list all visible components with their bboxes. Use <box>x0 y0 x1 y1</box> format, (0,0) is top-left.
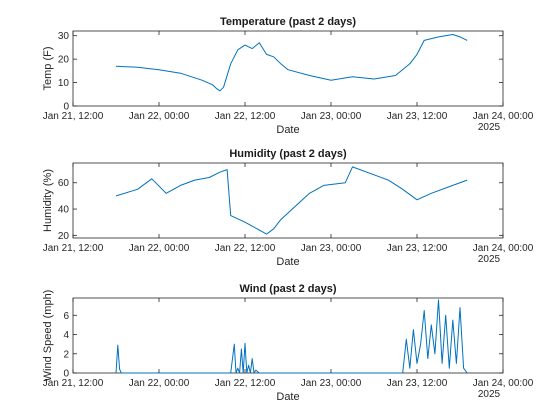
x-secondary-label: 2025 <box>478 122 501 133</box>
chart-title: Temperature (past 2 days) <box>220 16 356 28</box>
y-tick-label: 60 <box>58 178 70 189</box>
plot-area <box>72 30 504 107</box>
chart-panel-3: Jan 21, 12:00 Jan 22, 00:00 Jan 22, 12:00 J… <box>42 283 534 403</box>
y-tick-label: 10 <box>58 78 70 89</box>
x-axis-label: Date <box>276 391 299 403</box>
x-tick-label: Jan 22, 00:00 <box>129 243 190 254</box>
y-tick-label: 20 <box>58 55 70 66</box>
y-tick-label: 2 <box>63 349 69 360</box>
y-tick-label: 30 <box>58 31 70 42</box>
y-tick-label: 0 <box>63 102 69 113</box>
x-secondary-label: 2025 <box>478 389 501 400</box>
x-tick-label: Jan 23, 00:00 <box>301 111 362 122</box>
x-tick-label: Jan 23, 12:00 <box>387 111 448 122</box>
x-tick-label: Jan 23, 00:00 <box>301 378 362 389</box>
plot-area <box>72 162 504 239</box>
chart-panel-2: Jan 21, 12:00 Jan 22, 00:00 Jan 22, 12:00 J… <box>42 148 534 268</box>
x-axis-label: Date <box>276 256 299 268</box>
x-tick-label: Jan 24, 00:00 <box>473 378 534 389</box>
x-tick-label: Jan 22, 00:00 <box>129 378 190 389</box>
x-tick-label: Jan 21, 12:00 <box>43 378 104 389</box>
y-tick-label: 6 <box>63 311 69 322</box>
chart-title: Humidity (past 2 days) <box>229 148 347 160</box>
x-secondary-label: 2025 <box>478 254 501 265</box>
data-series-line <box>115 34 468 92</box>
x-tick-label: Jan 22, 12:00 <box>215 378 276 389</box>
plot-area <box>72 297 504 374</box>
y-tick-label: 20 <box>58 231 70 242</box>
y-axis-label: Humidity (%) <box>42 169 54 232</box>
x-tick-label: Jan 23, 00:00 <box>301 243 362 254</box>
x-tick-label: Jan 23, 12:00 <box>387 378 448 389</box>
x-tick-label: Jan 21, 12:00 <box>43 243 104 254</box>
chart-panel-1: Jan 21, 12:00 Jan 22, 00:00 Jan 22, 12:00 J… <box>42 16 534 136</box>
y-axis-label: Wind Speed (mph) <box>42 290 54 382</box>
x-tick-label: Jan 22, 12:00 <box>215 243 276 254</box>
x-tick-label: Jan 21, 12:00 <box>43 111 104 122</box>
x-axis-label: Date <box>276 124 299 136</box>
x-tick-label: Jan 24, 00:00 <box>473 111 534 122</box>
x-tick-label: Jan 24, 00:00 <box>473 243 534 254</box>
chart-title: Wind (past 2 days) <box>239 283 336 295</box>
y-tick-label: 40 <box>58 205 70 216</box>
y-tick-label: 0 <box>63 369 69 380</box>
y-tick-label: 4 <box>63 330 69 341</box>
x-tick-label: Jan 22, 00:00 <box>129 111 190 122</box>
x-tick-label: Jan 22, 12:00 <box>215 111 276 122</box>
data-series-line <box>115 166 468 235</box>
y-axis-label: Temp (F) <box>42 47 54 91</box>
data-series-line <box>115 299 468 374</box>
x-tick-label: Jan 23, 12:00 <box>387 243 448 254</box>
